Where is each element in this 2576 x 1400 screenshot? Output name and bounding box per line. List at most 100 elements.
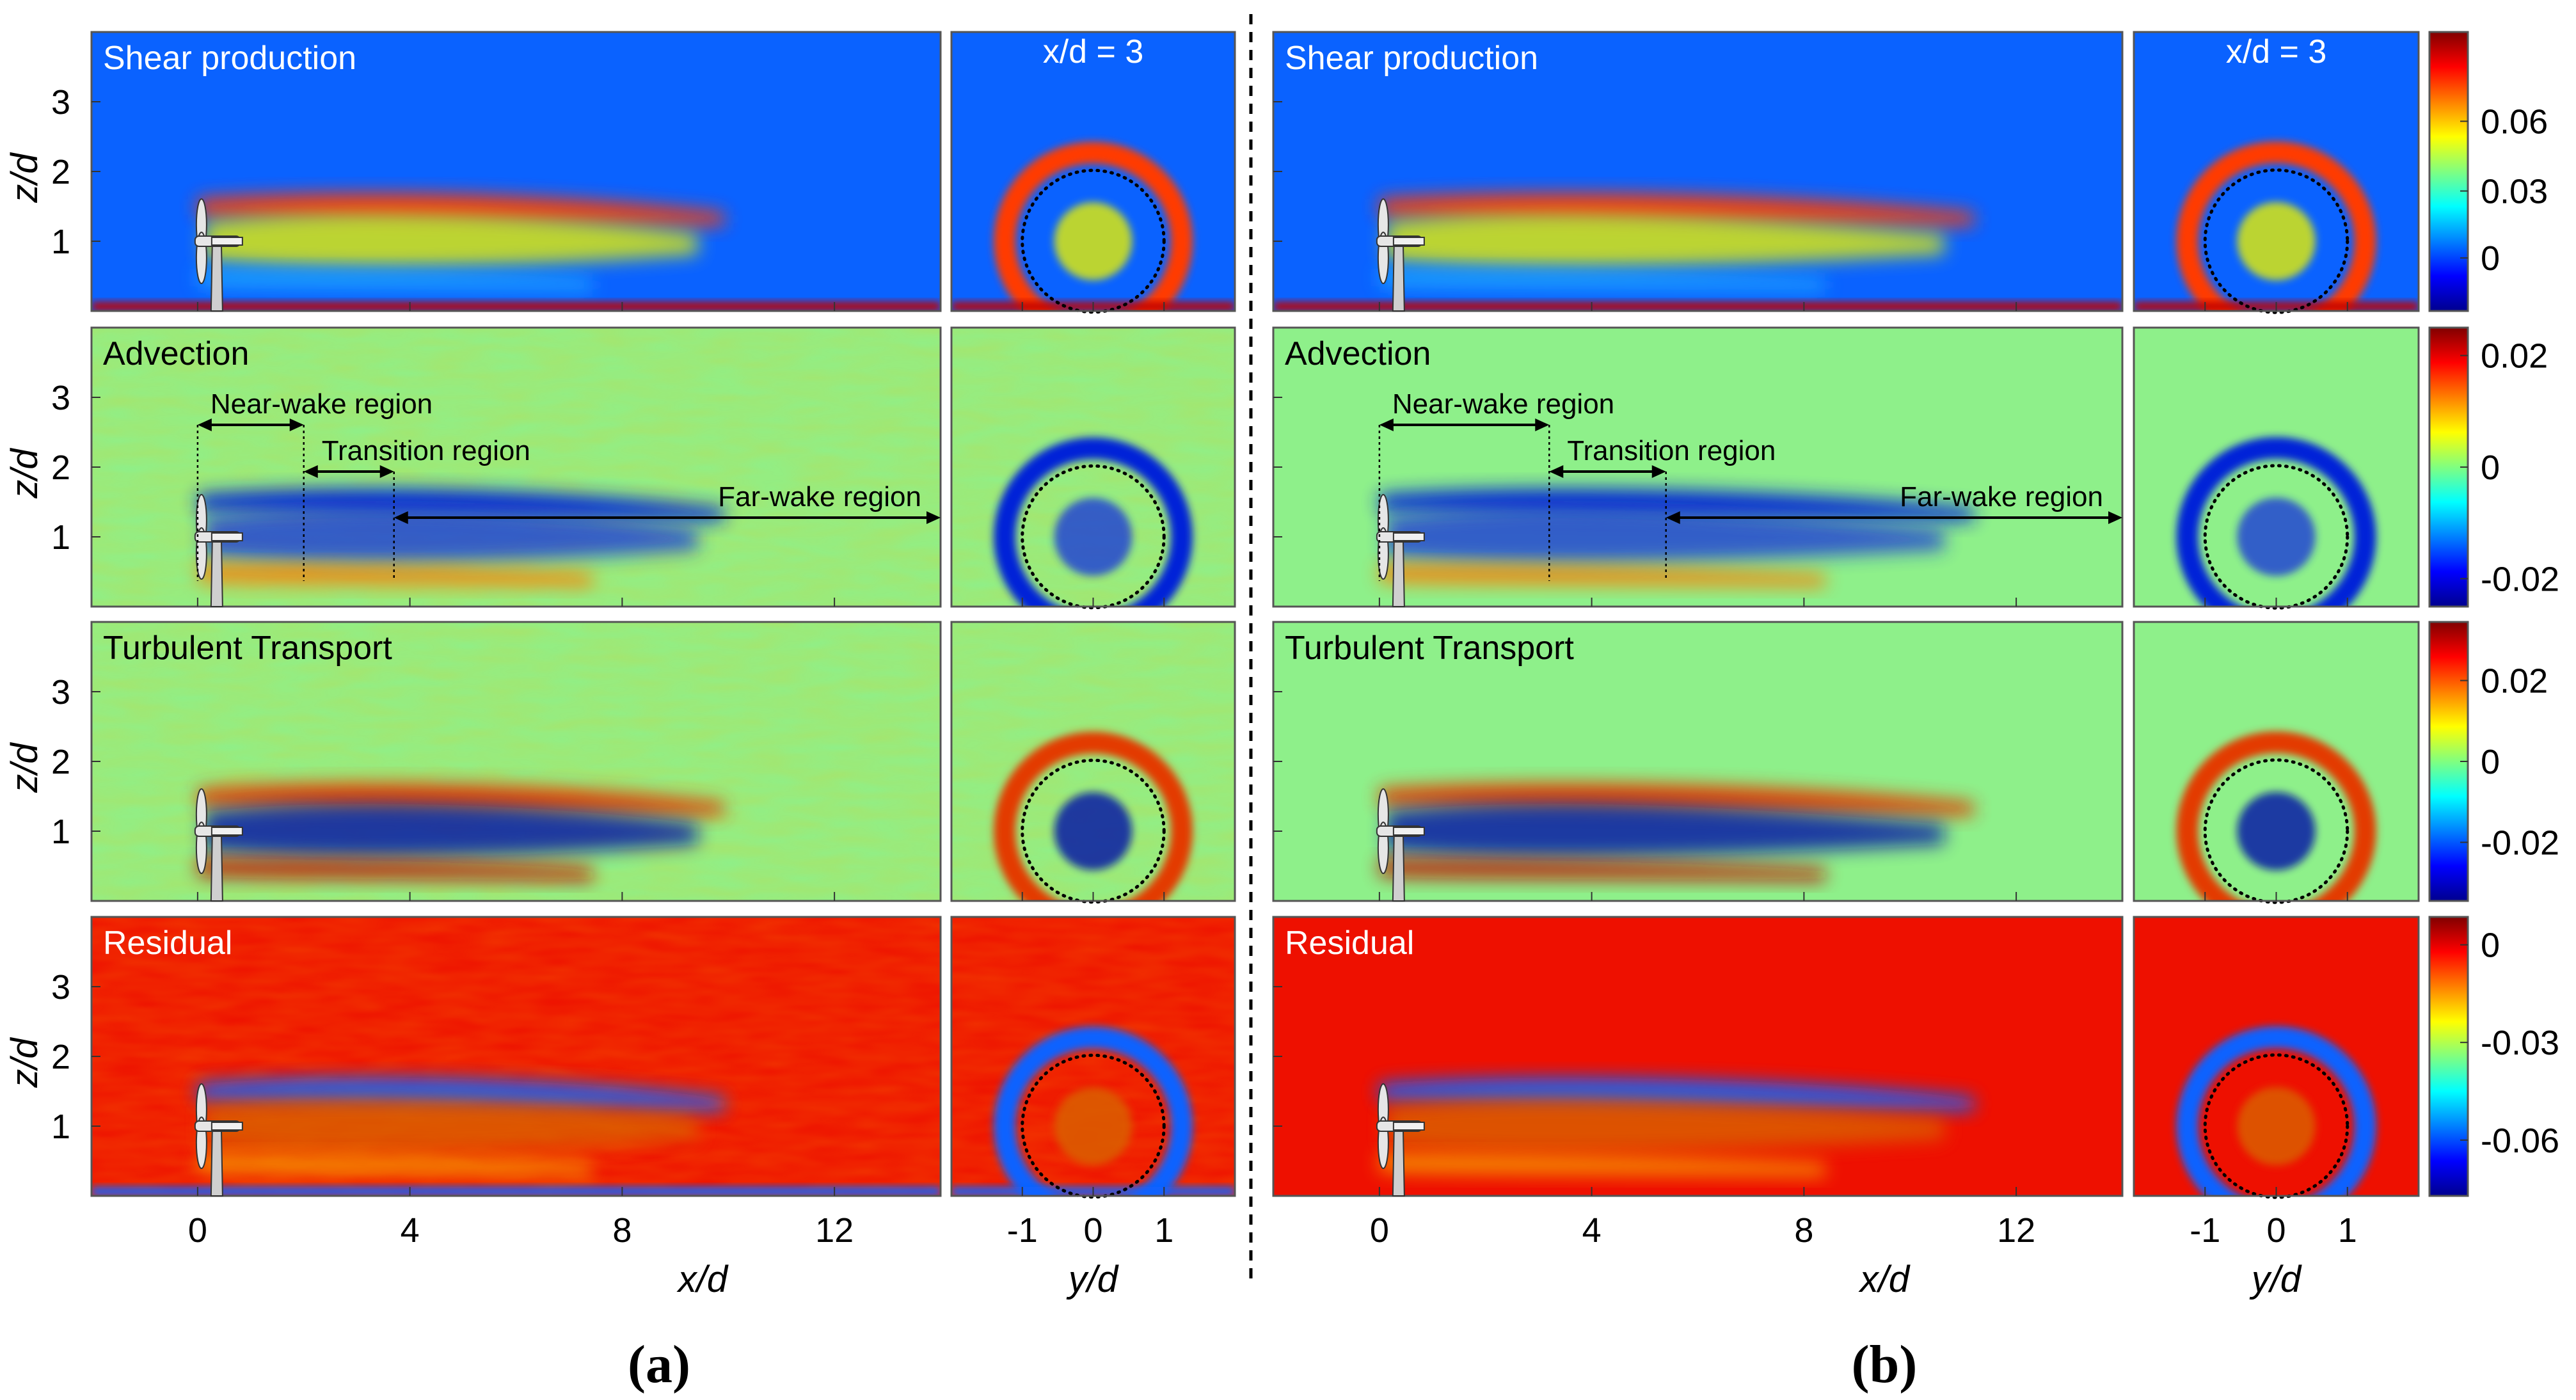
ring-core	[2237, 202, 2316, 281]
yz-panel-turbulent-b	[2134, 622, 2419, 901]
wake-lower-layer	[197, 1153, 592, 1177]
colorbar-tick-label: 0	[2481, 927, 2500, 965]
region-near-label: Near-wake region	[1392, 388, 1614, 420]
z-tick-label: 3	[51, 968, 70, 1006]
ring-core	[1054, 1087, 1133, 1165]
xz-panel-turbulent-b	[1273, 622, 2122, 901]
x-tick-label: 4	[1582, 1211, 1602, 1250]
turbine-icon	[1376, 788, 1425, 902]
ring-outer	[2176, 141, 2376, 311]
colorbar-tick-label: -0.06	[2481, 1122, 2559, 1160]
rotor-outline	[2203, 1053, 2349, 1199]
ring-outer	[994, 731, 1193, 901]
colorbar-tick-label: 0.03	[2481, 173, 2548, 211]
cross-section-title: x/d = 3	[2226, 33, 2327, 70]
wake-lower-layer	[197, 564, 592, 587]
panel-title: Residual	[1285, 925, 1414, 962]
z-axis-label: z/d	[4, 152, 45, 203]
panel-title: Residual	[103, 925, 232, 962]
yz-panel-shear-b	[2134, 32, 2419, 311]
region-transition-label: Transition region	[322, 435, 530, 466]
z-axis-label: z/d	[4, 742, 45, 793]
z-tick-label: 2	[51, 449, 70, 487]
wake-lower-layer	[1379, 268, 1825, 292]
ground-layer	[1273, 302, 2122, 311]
cross-section-title: x/d = 3	[1043, 33, 1144, 70]
turbine-icon	[194, 788, 243, 902]
colorbar-turbulent: 0.02 0 -0.02	[2428, 621, 2559, 902]
xz-panel-residual-b	[1273, 917, 2122, 1196]
xz-panel-turbulent-a	[91, 622, 941, 901]
x-axis-label: x/d	[1858, 1259, 1911, 1300]
y-tick-label: 0	[2266, 1211, 2286, 1250]
colorbar-tick-label: 0.02	[2481, 662, 2548, 701]
ring-outer	[2176, 731, 2376, 901]
subfigure-label-b: (b)	[1852, 1335, 1918, 1394]
colorbar-tick-label: -0.03	[2481, 1024, 2559, 1062]
xz-panel-residual-a	[91, 917, 941, 1196]
wake-core	[1385, 804, 1944, 857]
xz-panel-shear-a	[91, 32, 941, 311]
region-near-label: Near-wake region	[211, 388, 433, 420]
region-far-label: Far-wake region	[1900, 481, 2103, 513]
y-axis-label: y/d	[1066, 1259, 1119, 1300]
colorbar-shear: 0.06 0.03 0	[2428, 31, 2548, 312]
subfigure-label-a: (a)	[628, 1335, 690, 1394]
x-tick-label: 12	[815, 1211, 854, 1250]
ring-outer	[2176, 436, 2376, 607]
x-tick-label: 0	[1370, 1211, 1389, 1250]
colorbar-tick-label: -0.02	[2481, 560, 2559, 598]
xz-panel-advection-a	[91, 328, 941, 607]
yz-panel-advection-a	[951, 328, 1235, 607]
x-axis-label: x/d	[676, 1259, 729, 1300]
region-far-arrow	[394, 511, 941, 524]
panel-title: Advection	[103, 335, 249, 372]
turbine-icon	[1376, 198, 1425, 312]
y-tick-label: 0	[1083, 1211, 1102, 1250]
colorbar-tick-label: -0.02	[2481, 823, 2559, 862]
panel-title: Advection	[1285, 335, 1431, 372]
turbine-icon	[1376, 494, 1425, 607]
ring-core	[1054, 202, 1133, 280]
ring-core	[1054, 498, 1133, 576]
rotor-outline	[1021, 1053, 1166, 1199]
ring-core	[2237, 791, 2316, 871]
panel-title: Shear production	[103, 40, 356, 77]
panel-title: Turbulent Transport	[103, 630, 392, 667]
y-tick-label: -1	[1007, 1211, 1038, 1250]
z-tick-label: 3	[51, 83, 70, 122]
rotor-outline	[1021, 464, 1166, 610]
xz-panel-advection-b	[1273, 328, 2122, 607]
region-transition-arrow	[303, 465, 394, 478]
colorbar-tick-label: 0	[2481, 239, 2500, 278]
ring-outer	[2176, 1026, 2376, 1196]
panel-title: Turbulent Transport	[1285, 630, 1574, 667]
z-tick-label: 1	[51, 813, 70, 851]
region-near-arrow	[1379, 418, 1550, 431]
wake-core	[203, 214, 698, 267]
turbine-icon	[194, 1083, 243, 1197]
ring-outer	[994, 141, 1193, 311]
colorbar-tick-label: 0.02	[2481, 337, 2548, 376]
x-tick-label: 12	[1997, 1211, 2035, 1250]
yz-panel-residual-a	[951, 917, 1235, 1196]
turbine-icon	[1376, 1083, 1425, 1197]
rotor-outline	[2203, 168, 2349, 314]
region-near-arrow	[197, 418, 304, 431]
y-axis-label: y/d	[2249, 1259, 2302, 1300]
z-tick-label: 2	[51, 1038, 70, 1076]
wake-lower-layer	[1379, 564, 1825, 587]
wake-core	[1385, 214, 1944, 267]
ring-core	[2237, 497, 2316, 577]
z-tick-label: 1	[51, 518, 70, 557]
x-tick-label: 8	[612, 1211, 632, 1250]
ring-outer	[994, 1026, 1193, 1196]
ring-core	[2237, 1086, 2316, 1166]
wake-lower-layer	[197, 858, 592, 882]
y-tick-label: 1	[2338, 1211, 2357, 1250]
turbine-icon	[194, 198, 243, 312]
x-tick-label: 0	[188, 1211, 207, 1250]
z-axis-label: z/d	[4, 448, 45, 499]
z-tick-label: 1	[51, 1108, 70, 1146]
colorbar-tick-label: 0	[2481, 743, 2500, 781]
